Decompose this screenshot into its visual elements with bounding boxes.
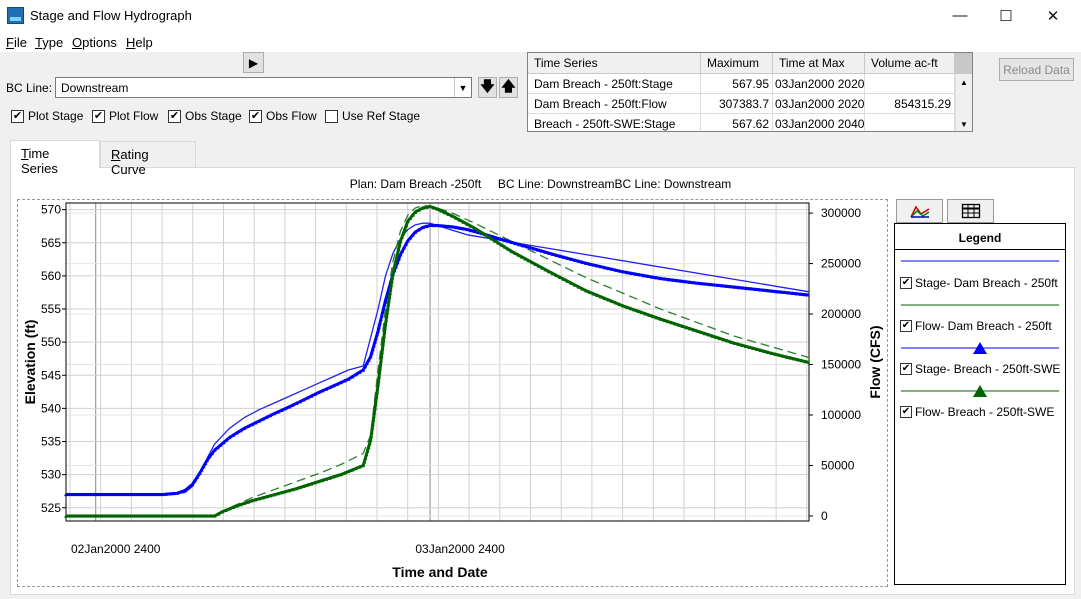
plot-header: Plan: Dam Breach -250ft BC Line: Downstr… <box>349 177 732 191</box>
checkbox-icon: ✔ <box>168 109 181 123</box>
table-header[interactable]: Time at Max <box>773 53 865 74</box>
legend-marker <box>973 342 987 354</box>
plot-stage-checkbox[interactable]: ✔ Plot Stage <box>11 109 83 123</box>
table-cell[interactable]: Breach - 250ft-SWE:Stage <box>528 114 701 131</box>
scrollbar-corner <box>955 53 972 74</box>
table-header[interactable]: Volume ac-ft <box>865 53 955 74</box>
legend-item[interactable]: ✔ Stage- Dam Breach - 250ft <box>900 276 1058 290</box>
checkbox-icon <box>325 109 338 123</box>
time-series-table[interactable]: Time Series Maximum Time at Max Volume a… <box>527 52 973 132</box>
menu-type[interactable]: Type <box>35 35 64 50</box>
bc-line-value: Downstream <box>61 81 129 95</box>
legend-swatches <box>901 260 1059 397</box>
menu-file[interactable]: File <box>6 35 27 50</box>
table-cell[interactable]: 03Jan2000 2040 <box>773 114 865 131</box>
legend-divider <box>895 249 1065 250</box>
checkbox-label: Obs Stage <box>185 109 242 123</box>
menu-help[interactable]: Help <box>126 35 153 50</box>
use-ref-stage-checkbox[interactable]: Use Ref Stage <box>325 109 420 123</box>
chevron-down-icon[interactable]: ▼ <box>454 78 471 97</box>
scroll-up-icon[interactable]: ▲ <box>960 77 968 87</box>
checkbox-icon: ✔ <box>11 109 24 123</box>
checkbox-label: Plot Flow <box>109 109 159 123</box>
menu-options[interactable]: Options <box>72 35 117 50</box>
legend-label: Stage- Breach - 250ft-SWE <box>915 362 1061 376</box>
tab-time-series[interactable]: Time Series <box>10 140 100 176</box>
chart-icon <box>909 205 929 218</box>
move-down-button[interactable]: 🡇 <box>478 77 497 98</box>
close-button[interactable]: ✕ <box>1046 7 1060 25</box>
table-cell[interactable]: 03Jan2000 2020 <box>773 74 865 94</box>
table-cell[interactable]: Dam Breach - 250ft:Stage <box>528 74 701 94</box>
checkbox-label: Use Ref Stage <box>342 109 421 123</box>
legend-label: Flow- Breach - 250ft-SWE <box>915 405 1055 419</box>
checkbox-label: Obs Flow <box>266 109 317 123</box>
play-button[interactable]: ▶ <box>243 52 264 73</box>
scroll-down-icon[interactable]: ▼ <box>960 119 968 129</box>
table-cell[interactable]: 03Jan2000 2020 <box>773 94 865 114</box>
plot-flow-checkbox[interactable]: ✔ Plot Flow <box>92 109 158 123</box>
table-cell[interactable]: 567.95 <box>701 74 773 94</box>
arrow-down-icon: 🡇 <box>480 77 495 94</box>
table-view-tab[interactable] <box>947 199 994 223</box>
table-scrollbar[interactable]: ▲ ▼ <box>955 74 972 131</box>
obs-flow-checkbox[interactable]: ✔ Obs Flow <box>249 109 317 123</box>
hydrograph-plot[interactable] <box>17 199 888 587</box>
reload-data-button[interactable]: Reload Data <box>999 58 1074 81</box>
checkbox-icon[interactable]: ✔ <box>900 277 912 289</box>
legend-label: Flow- Dam Breach - 250ft <box>915 319 1052 333</box>
legend-panel: Legend ✔ Stage- Dam Breach - 250ft ✔ Flow-… <box>894 223 1066 585</box>
table-cell[interactable] <box>865 74 955 94</box>
legend-title: Legend <box>958 231 1002 245</box>
app-icon <box>7 7 24 24</box>
tab-rating-curve[interactable]: Rating Curve <box>100 141 196 177</box>
table-cell[interactable]: 567.62 <box>701 114 773 131</box>
bc-line-label: BC Line: <box>6 81 53 95</box>
legend-item[interactable]: ✔ Stage- Breach - 250ft-SWE <box>900 362 1060 376</box>
table-cell[interactable]: Dam Breach - 250ft:Flow <box>528 94 701 114</box>
checkbox-icon: ✔ <box>92 109 105 123</box>
table-cell[interactable]: 307383.7 <box>701 94 773 114</box>
checkbox-icon[interactable]: ✔ <box>900 363 912 375</box>
checkbox-label: Plot Stage <box>28 109 84 123</box>
chart-view-tab[interactable] <box>896 199 943 223</box>
menu-bar <box>0 31 1081 52</box>
legend-label: Stage- Dam Breach - 250ft <box>915 276 1058 290</box>
checkbox-icon: ✔ <box>249 109 262 123</box>
minimize-button[interactable]: — <box>952 7 968 24</box>
table-header[interactable]: Maximum <box>701 53 773 74</box>
legend-item[interactable]: ✔ Flow- Dam Breach - 250ft <box>900 319 1052 333</box>
table-cell[interactable]: 854315.29 <box>865 94 955 114</box>
window-title: Stage and Flow Hydrograph <box>30 8 192 23</box>
maximize-button[interactable]: ☐ <box>999 7 1013 25</box>
obs-stage-checkbox[interactable]: ✔ Obs Stage <box>168 109 242 123</box>
checkbox-icon[interactable]: ✔ <box>900 320 912 332</box>
move-up-button[interactable]: 🡅 <box>499 77 518 98</box>
table-header[interactable]: Time Series <box>528 53 701 74</box>
table-icon <box>961 203 980 219</box>
checkbox-icon[interactable]: ✔ <box>900 406 912 418</box>
legend-item[interactable]: ✔ Flow- Breach - 250ft-SWE <box>900 405 1054 419</box>
legend-marker <box>973 385 987 397</box>
table-cell[interactable] <box>865 114 955 131</box>
bc-line-select[interactable]: Downstream ▼ <box>55 77 472 98</box>
arrow-up-icon: 🡅 <box>501 77 516 94</box>
title-bar <box>0 0 1081 31</box>
